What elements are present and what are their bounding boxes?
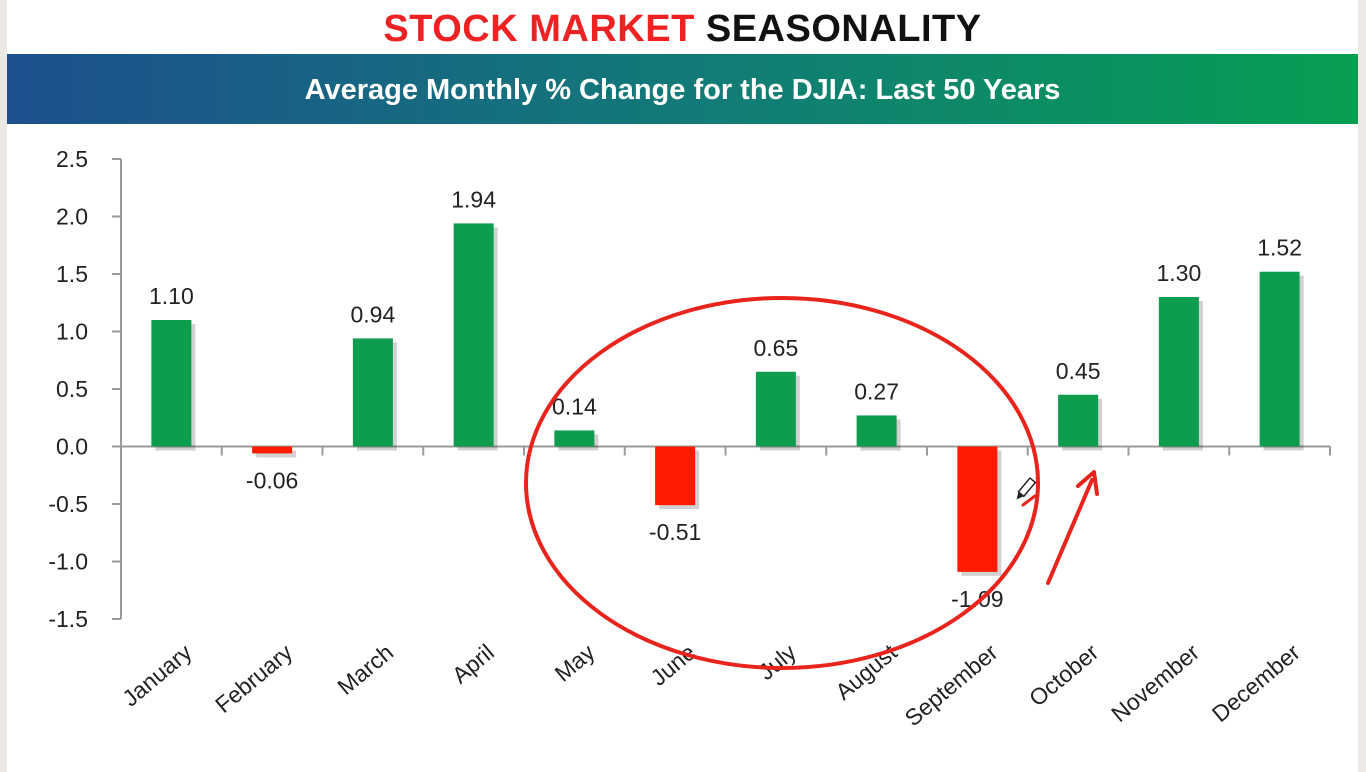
y-tick-label: 0.5 — [56, 376, 88, 402]
bar-august — [856, 415, 897, 447]
title-red-part: STOCK MARKET — [383, 8, 695, 50]
bar-november — [1158, 297, 1199, 447]
pencil-tip — [1016, 491, 1024, 500]
bar-shadow — [256, 450, 297, 458]
category-label-november: November — [1106, 639, 1204, 727]
bar-april — [453, 223, 494, 447]
data-label-may: 0.14 — [552, 393, 597, 419]
data-label-september: -1.09 — [951, 586, 1003, 612]
y-tick-label: 1.0 — [56, 319, 88, 345]
title-black-part: SEASONALITY — [705, 8, 982, 50]
bar-december — [1259, 271, 1300, 447]
data-label-march: 0.94 — [350, 301, 395, 327]
category-label-february: February — [210, 639, 298, 718]
page-title: STOCK MARKET SEASONALITY — [7, 4, 1358, 54]
pencil-body — [1017, 476, 1037, 498]
y-tick-label: 0.0 — [56, 434, 88, 460]
y-tick-label: -1.5 — [48, 606, 88, 632]
bar-february — [252, 446, 293, 454]
category-label-july: July — [753, 639, 801, 686]
category-labels: January February March April May June July Augu… — [117, 639, 1305, 732]
subtitle-banner: Average Monthly % Change for the DJIA: L… — [7, 54, 1358, 124]
category-label-october: October — [1024, 639, 1104, 712]
pencil-cursor-icon — [1016, 476, 1037, 500]
y-tick-label: 2.5 — [56, 146, 88, 172]
data-label-june: -0.51 — [649, 519, 701, 545]
y-tick-label: 2.0 — [56, 204, 88, 230]
data-label-october: 0.45 — [1056, 358, 1101, 384]
category-label-march: March — [332, 639, 398, 700]
y-tick-label: -0.5 — [48, 491, 88, 517]
category-label-june: June — [645, 639, 700, 691]
category-label-december: December — [1207, 639, 1305, 727]
data-labels: 1.10 -0.06 0.94 1.94 0.14 -0.51 0.65 0.27 -1.09 0… — [149, 186, 1302, 611]
data-label-december: 1.52 — [1257, 235, 1302, 261]
annotation-arrow-head — [1076, 470, 1099, 496]
data-label-february: -0.06 — [246, 467, 298, 493]
data-label-november: 1.30 — [1156, 260, 1201, 286]
data-label-august: 0.27 — [854, 378, 899, 404]
y-tick-label: -1.0 — [48, 549, 88, 575]
category-label-september: September — [900, 639, 1003, 731]
bar-june — [655, 446, 696, 506]
bar-october — [1058, 394, 1099, 447]
bar-september — [957, 446, 998, 572]
bar-march — [352, 338, 393, 447]
annotations — [524, 296, 1099, 670]
y-tick-label: 1.5 — [56, 261, 88, 287]
category-label-may: May — [550, 639, 600, 687]
category-label-january: January — [117, 639, 197, 712]
data-label-january: 1.10 — [149, 283, 194, 309]
annotation-ellipse — [524, 296, 1040, 670]
annotation-arrow-shaft — [1046, 478, 1094, 585]
chart-subtitle: Average Monthly % Change for the DJIA: L… — [304, 74, 1061, 106]
annotation-pen-stroke — [1021, 494, 1037, 507]
bar-january — [151, 320, 192, 447]
bar-july — [755, 371, 796, 447]
axes: 2.5 2.0 1.5 1.0 0.5 0.0 -0.5 -1.0 -1.5 — [48, 146, 1331, 632]
category-label-april: April — [447, 639, 499, 688]
data-label-april: 1.94 — [451, 186, 496, 212]
data-label-july: 0.65 — [753, 335, 798, 361]
bar-may — [554, 430, 595, 447]
bars — [151, 223, 1304, 576]
